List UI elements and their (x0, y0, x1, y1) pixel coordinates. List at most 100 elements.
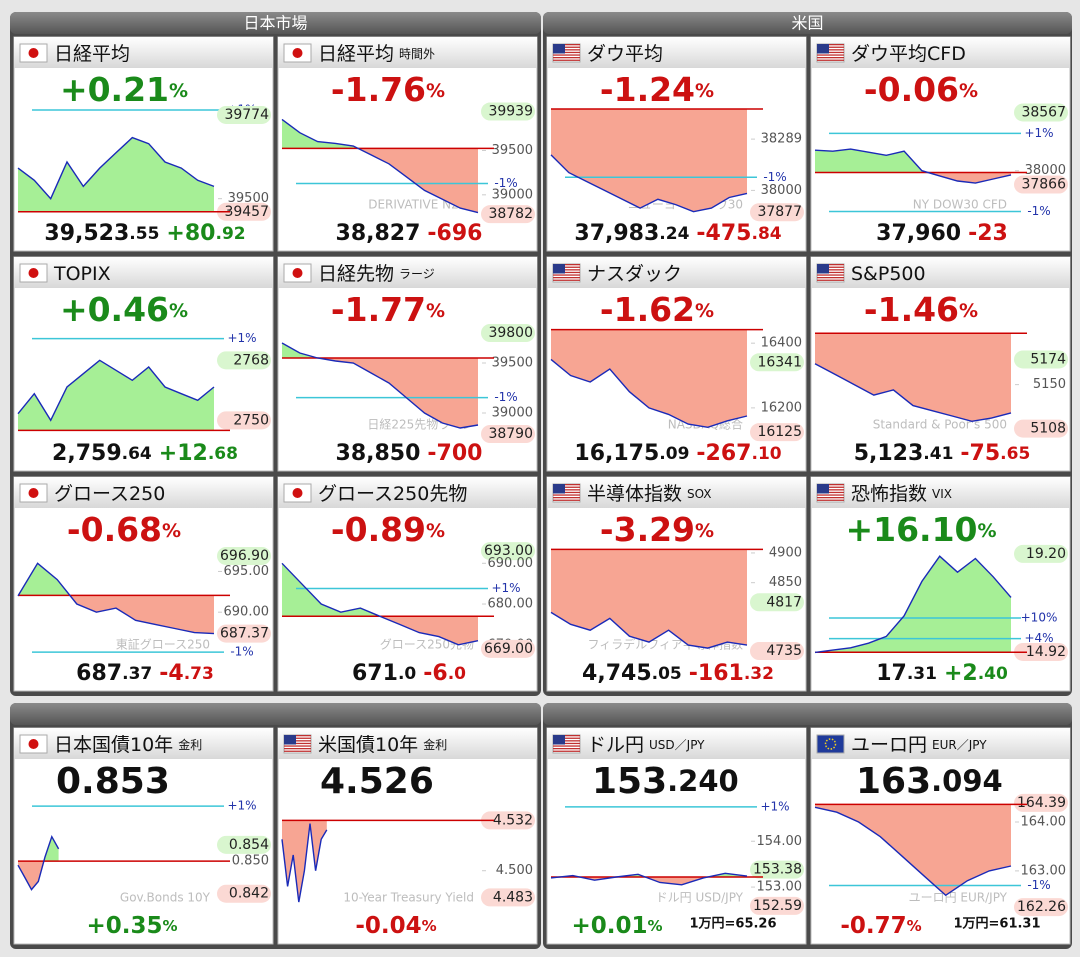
pct-label: +4% (1024, 631, 1053, 645)
card-title-bar (547, 728, 806, 759)
diff-main: -4 (159, 661, 183, 686)
level-pill (217, 105, 271, 124)
price-main: 17 (876, 661, 907, 686)
flag (816, 263, 845, 283)
change: +0.46 (60, 290, 169, 329)
diff-dec: .92 (215, 224, 245, 244)
flag-stripe (817, 271, 844, 274)
flag-stripe (553, 49, 580, 51)
flag (816, 483, 845, 503)
diff-dec: .32 (744, 664, 774, 684)
level-pill (217, 546, 271, 565)
unit: % (959, 300, 978, 322)
level-label: 4.500 (496, 863, 533, 878)
level-pill (750, 203, 804, 222)
flag-stripe (817, 494, 844, 496)
level-label: 690.00 (224, 605, 270, 620)
flag-stripe (817, 484, 844, 486)
flag (816, 43, 845, 63)
pct-label: -1% (230, 645, 253, 659)
level-pill-label: 14.92 (1026, 644, 1066, 660)
card-title-bar (14, 37, 273, 68)
level-label: 163.00 (1021, 863, 1067, 878)
sub: EUR／JPY (932, 738, 987, 752)
card-title: ナスダック (587, 263, 682, 285)
unit: % (169, 80, 188, 102)
flag-stripe (553, 494, 580, 496)
flag-stripe (553, 486, 580, 488)
flag-sun (292, 268, 303, 278)
change-pct: -1.76% (331, 70, 445, 109)
flag-stripe (553, 750, 580, 752)
flag-stripe (553, 279, 580, 281)
flag-canton (817, 44, 829, 54)
quote-card: S&P500 -1.46% Standard & Poor's 500 5174 515… (810, 256, 1071, 472)
price-dec: .05 (652, 664, 682, 684)
pct-label: +1% (760, 799, 789, 813)
level-pill-label: 4735 (766, 643, 802, 659)
change: -0.89 (331, 510, 426, 549)
section-header (543, 12, 1072, 34)
change-pct: -3.29% (600, 510, 714, 549)
quote-card: 日本国債10年 金利 0.853 Gov.Bonds 10Y +1% 0.8540.850… (13, 727, 274, 945)
flag-stripe (284, 748, 311, 750)
flag (816, 734, 845, 754)
level-label: 38000 (1025, 163, 1066, 178)
change: +0.01 (571, 913, 647, 939)
change: -1.46 (864, 290, 959, 329)
level-pill-label: 16341 (757, 354, 802, 370)
price-dec: .37 (122, 664, 152, 684)
price-line (17, 136, 215, 200)
price-line (814, 363, 1012, 423)
level-pill-label: 39774 (224, 107, 269, 123)
flag-stripe (553, 497, 580, 499)
quote-card: 恐怖指数VIX+16.10%VIX指数19.20+10%+4%14.9217.3… (810, 476, 1071, 692)
diff-dec: .0 (448, 664, 466, 684)
flag-stripe (817, 497, 844, 499)
flag (283, 734, 312, 754)
level-label: 16200 (761, 400, 802, 415)
price-main: 671 (352, 661, 398, 686)
section-title: 日本市場 (243, 14, 307, 33)
flag-stripe (817, 49, 844, 51)
level-pill-label: 0.854 (229, 837, 269, 853)
level-pill-label: 162.26 (1017, 899, 1066, 915)
flag (552, 263, 581, 283)
pct-label: +10% (1021, 611, 1058, 625)
unit: % (169, 300, 188, 322)
flag-stripe (553, 54, 580, 56)
level-pill-label: 38567 (1021, 104, 1066, 120)
flag-stripe (817, 491, 844, 494)
level-pill-label: 5174 (1030, 351, 1066, 367)
name: 日本国債10年 (54, 734, 173, 756)
flag (19, 43, 48, 63)
level-label: 16400 (761, 336, 802, 351)
level-label: 38000 (761, 183, 802, 198)
card-title: グロース250 (54, 483, 165, 505)
name: 米国債10年 (318, 734, 418, 756)
price-dec: .55 (129, 224, 159, 244)
flag-stripe (553, 491, 580, 494)
area-up (816, 556, 1011, 653)
price-line (281, 562, 479, 646)
level-pill (481, 811, 535, 830)
watermark: Standard & Poor's 500 (873, 418, 1007, 432)
flag-stripe (817, 51, 844, 54)
diff-main: -23 (968, 221, 1008, 246)
level-pill-label: 0.842 (229, 886, 269, 902)
price-main: 37,983 (574, 221, 659, 246)
diff-main: +12 (159, 441, 208, 466)
change-pct: -0.06% (864, 70, 978, 109)
card-title: 日経平均 (54, 43, 130, 65)
value-main: 0.853 (56, 761, 170, 802)
name: ダウ平均 (587, 43, 663, 65)
quote-card: 日経平均+0.21%東証 日経225平均+1%39774395003945739… (13, 36, 274, 252)
price-dec: .31 (907, 664, 937, 684)
level-pill-label: 37877 (757, 204, 802, 220)
diff-main: -75 (960, 441, 1000, 466)
level-pill (750, 593, 804, 612)
diff-main: +80 (166, 221, 215, 246)
flag-stripe (553, 499, 580, 501)
